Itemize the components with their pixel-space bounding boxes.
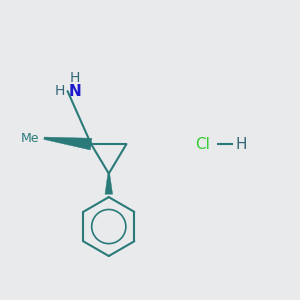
- Text: Cl: Cl: [196, 136, 210, 152]
- Text: H: H: [70, 71, 80, 85]
- Text: N: N: [68, 84, 81, 99]
- Text: H: H: [55, 84, 65, 98]
- Text: H: H: [236, 136, 247, 152]
- Polygon shape: [44, 137, 92, 150]
- Polygon shape: [105, 174, 112, 194]
- Text: Me: Me: [21, 132, 40, 145]
